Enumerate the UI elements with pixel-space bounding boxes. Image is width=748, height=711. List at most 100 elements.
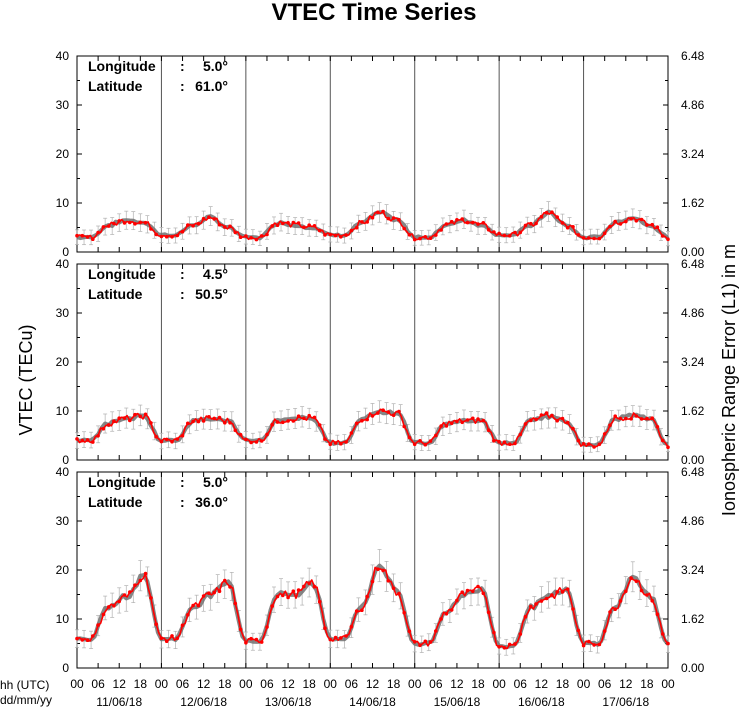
measured-point bbox=[85, 235, 90, 239]
measured-point bbox=[666, 641, 670, 646]
right-tick-label: 4.86 bbox=[681, 98, 705, 112]
measured-point bbox=[655, 225, 660, 229]
measured-point bbox=[281, 593, 285, 598]
measured-point bbox=[439, 424, 443, 428]
measured-point bbox=[629, 217, 633, 221]
measured-point bbox=[523, 223, 528, 228]
measured-point bbox=[265, 232, 269, 237]
measured-point bbox=[481, 591, 486, 596]
chart-title: VTEC Time Series bbox=[272, 0, 477, 26]
measured-point bbox=[571, 607, 575, 611]
measured-point bbox=[529, 418, 533, 423]
measured-point bbox=[618, 222, 623, 226]
measured-point bbox=[101, 225, 106, 229]
measured-point bbox=[302, 416, 306, 421]
measured-point bbox=[112, 604, 116, 608]
measured-point bbox=[154, 232, 158, 237]
measured-point bbox=[138, 578, 143, 583]
measured-point bbox=[576, 233, 581, 237]
y-tick-label: 30 bbox=[56, 514, 70, 528]
measured-point bbox=[207, 215, 211, 219]
measured-point bbox=[80, 438, 85, 443]
latitude-colon: : bbox=[180, 78, 185, 94]
y-axis-label-left: VTEC (TECu) bbox=[16, 324, 36, 435]
measured-point bbox=[397, 217, 401, 222]
measured-point bbox=[639, 417, 644, 421]
x-hour-label: 12 bbox=[450, 677, 464, 691]
y-tick-label: 40 bbox=[56, 49, 70, 63]
measured-point bbox=[233, 601, 238, 606]
measured-point bbox=[434, 233, 438, 237]
y-tick-label: 0 bbox=[62, 245, 69, 259]
measured-point bbox=[170, 634, 174, 638]
measured-point bbox=[560, 416, 565, 421]
measured-point bbox=[534, 417, 538, 422]
measured-point bbox=[555, 418, 559, 423]
measured-point bbox=[523, 614, 528, 619]
latitude-label: Latitude bbox=[88, 78, 143, 94]
measured-point bbox=[639, 588, 644, 593]
measured-point bbox=[434, 433, 438, 438]
measured-point bbox=[270, 224, 275, 228]
measured-point bbox=[212, 217, 216, 221]
measured-point bbox=[550, 210, 554, 214]
x-hour-label: 06 bbox=[260, 677, 274, 691]
measured-point bbox=[560, 221, 565, 225]
measured-point bbox=[666, 445, 670, 450]
y-axis-label-right: Ionospheric Range Error (L1) in m bbox=[719, 244, 739, 516]
measured-point bbox=[386, 579, 391, 583]
y-tick-label: 10 bbox=[56, 404, 70, 418]
y-tick-label: 20 bbox=[56, 563, 70, 577]
measured-point bbox=[143, 412, 148, 417]
x-date-label: 15/06/18 bbox=[434, 695, 481, 709]
longitude-value: 4.5° bbox=[203, 266, 228, 282]
measured-point bbox=[323, 233, 327, 237]
measured-point bbox=[634, 219, 639, 223]
x-hour-label: 00 bbox=[661, 677, 675, 691]
x-hour-label: 12 bbox=[535, 677, 549, 691]
measured-point bbox=[513, 230, 517, 235]
measured-point bbox=[291, 220, 296, 225]
measured-point bbox=[249, 236, 253, 240]
measured-point bbox=[407, 435, 412, 440]
measured-point bbox=[117, 416, 121, 421]
measured-point bbox=[386, 216, 391, 221]
measured-point bbox=[333, 441, 338, 445]
measured-point bbox=[434, 629, 438, 633]
measured-point bbox=[312, 415, 317, 420]
measured-point bbox=[191, 419, 195, 424]
measured-series-line bbox=[76, 566, 669, 650]
measured-point bbox=[85, 638, 90, 642]
measured-point bbox=[518, 632, 523, 636]
measured-point bbox=[597, 236, 602, 241]
measured-point bbox=[164, 234, 169, 239]
measured-point bbox=[186, 223, 190, 227]
x-hour-label: 00 bbox=[408, 677, 422, 691]
measured-point bbox=[333, 233, 338, 238]
measured-point bbox=[217, 415, 222, 420]
measured-point bbox=[217, 589, 222, 594]
measured-point bbox=[159, 234, 164, 239]
measured-point bbox=[286, 419, 290, 423]
measured-point bbox=[370, 414, 375, 418]
measured-point bbox=[507, 642, 512, 647]
measured-point bbox=[149, 596, 153, 600]
measured-point bbox=[265, 625, 269, 629]
measured-point bbox=[201, 594, 206, 598]
measured-point bbox=[302, 225, 306, 230]
measured-point bbox=[486, 610, 491, 614]
measured-point bbox=[565, 225, 570, 230]
x-hour-label: 18 bbox=[218, 677, 232, 691]
measured-point bbox=[175, 437, 180, 441]
measured-point bbox=[624, 589, 628, 594]
measured-point bbox=[471, 589, 475, 593]
measured-point bbox=[333, 635, 338, 640]
measured-point bbox=[544, 411, 549, 415]
measured-point bbox=[376, 210, 380, 215]
measured-point bbox=[529, 221, 533, 226]
right-tick-label: 3.24 bbox=[681, 147, 705, 161]
measured-point bbox=[80, 638, 85, 642]
measured-point bbox=[418, 439, 422, 443]
measured-point bbox=[349, 431, 354, 435]
measured-point bbox=[555, 590, 559, 594]
